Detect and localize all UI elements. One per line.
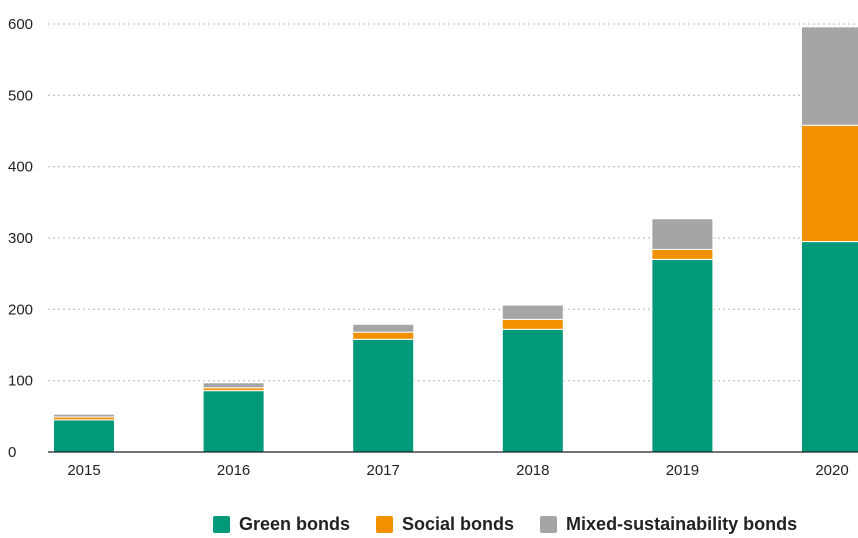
legend-item-mixed-sustainability-bonds: Mixed-sustainability bonds	[540, 514, 797, 535]
bar-2017-social-bonds	[352, 331, 415, 340]
y-tick-label: 400	[8, 159, 33, 176]
legend-label: Social bonds	[402, 514, 515, 534]
legend-swatch	[540, 516, 558, 533]
y-tick-label: 300	[8, 230, 33, 247]
bar-2019-green-bonds	[651, 258, 714, 453]
legend: Green bonds Social bonds Mixed-sustainabil…	[213, 514, 823, 535]
bar-2017-mixed-sustainability-bonds	[352, 323, 415, 333]
bar-2020-mixed-sustainability-bonds	[801, 26, 858, 126]
x-tick-label-2019: 2019	[666, 462, 699, 479]
legend-item-social-bonds: Social bonds	[376, 514, 514, 535]
y-tick-label: 500	[8, 87, 33, 104]
bar-2020-social-bonds	[801, 124, 858, 243]
bar-2015-mixed-sustainability-bonds	[53, 413, 115, 418]
legend-item-green-bonds: Green bonds	[213, 514, 350, 535]
y-tick-label: 600	[8, 16, 33, 33]
legend-label: Green bonds	[239, 514, 351, 534]
bar-2019-mixed-sustainability-bonds	[651, 218, 714, 250]
bar-2017-green-bonds	[352, 338, 415, 453]
x-axis-ticks: 2015 2016 2017 2018 2019 2020	[67, 462, 848, 479]
chart: 0 100 200 300 400 500 600 2015 2016 2017 2018 2019…	[8, 16, 858, 479]
y-tick-label: 0	[8, 444, 16, 461]
bar-2019-social-bonds	[651, 248, 714, 260]
y-axis-ticks: 0 100 200 300 400 500 600	[8, 16, 33, 461]
y-tick-label: 100	[8, 373, 33, 390]
bar-2018-green-bonds	[501, 328, 564, 453]
x-tick-label-2015: 2015	[67, 462, 100, 479]
bar-2020-green-bonds	[801, 241, 858, 453]
bar-2018-social-bonds	[501, 318, 564, 330]
bar-2015-green-bonds	[53, 419, 115, 453]
x-tick-label-2018: 2018	[516, 462, 549, 479]
bars	[53, 26, 858, 453]
x-tick-label-2017: 2017	[367, 462, 400, 479]
gridlines	[48, 23, 858, 382]
legend-swatch	[213, 516, 230, 533]
x-tick-label-2020: 2020	[815, 462, 848, 479]
bar-2016-mixed-sustainability-bonds	[202, 382, 265, 389]
y-tick-label: 200	[8, 301, 33, 318]
bar-2018-mixed-sustainability-bonds	[501, 304, 564, 320]
legend-swatch	[376, 516, 394, 533]
legend-label: Mixed-sustainability bonds	[566, 514, 798, 534]
x-tick-label-2016: 2016	[217, 462, 250, 479]
bar-2016-green-bonds	[202, 390, 265, 453]
